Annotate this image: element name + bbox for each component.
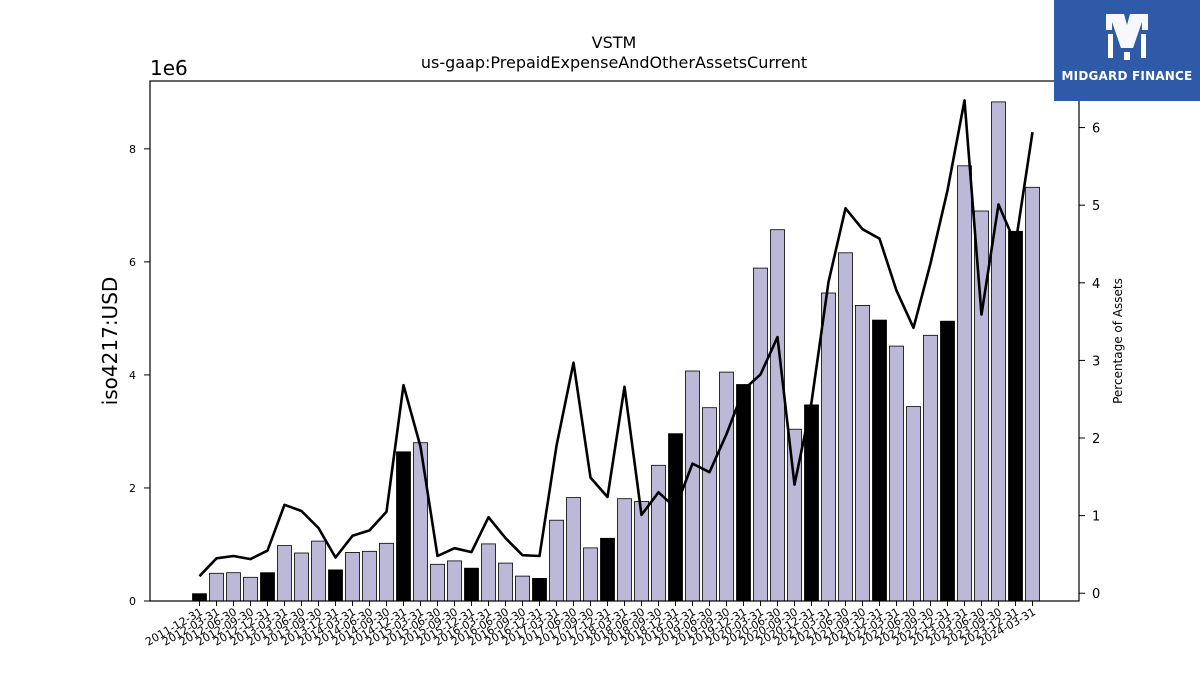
line-layer (198, 99, 1034, 578)
bar (923, 334, 938, 602)
bar (1025, 186, 1040, 602)
bar (226, 572, 241, 602)
bar (872, 319, 887, 602)
bar (192, 593, 207, 602)
bar (260, 572, 275, 602)
bar (481, 543, 496, 602)
bar (719, 371, 734, 602)
y-tick-label: 4 (129, 369, 136, 382)
bar (413, 442, 428, 602)
bar (736, 384, 751, 602)
bar (651, 464, 666, 602)
y-multiplier-label: 1e6 (150, 56, 188, 80)
bar (1008, 230, 1023, 602)
bar (549, 519, 564, 602)
bar (515, 575, 530, 602)
bar (209, 572, 224, 602)
y2-axis: 0 1 2 3 4 5 6 (1079, 122, 1100, 602)
bar (498, 562, 513, 602)
bar (685, 370, 700, 602)
bar (974, 210, 989, 602)
bar (583, 547, 598, 602)
bar (430, 563, 445, 602)
bar (294, 552, 309, 602)
bar (770, 229, 785, 602)
y-tick-label: 6 (129, 256, 136, 269)
bar (906, 406, 921, 602)
bar (532, 578, 547, 602)
bar (328, 569, 343, 602)
bar (600, 537, 615, 602)
y-tick-label: 8 (129, 143, 136, 156)
bar (991, 101, 1006, 602)
bar (855, 304, 870, 602)
bar (311, 540, 326, 602)
bar (957, 165, 972, 602)
y2-tick-label: 4 (1092, 277, 1100, 292)
bar (668, 433, 683, 602)
bar (447, 560, 462, 602)
y-axis-label: iso4217:USD (98, 277, 122, 406)
plot-frame (149, 80, 1080, 602)
series-line (198, 99, 1034, 578)
bar (634, 501, 649, 602)
y2-tick-label: 2 (1092, 432, 1100, 447)
bar (838, 252, 853, 602)
bar (804, 404, 819, 602)
y2-tick-label: 0 (1092, 587, 1100, 602)
bar (821, 292, 836, 602)
y2-tick-label: 6 (1092, 122, 1100, 137)
y2-tick-label: 1 (1092, 510, 1100, 525)
bar (940, 320, 955, 602)
y2-tick-label: 3 (1092, 354, 1100, 369)
y2-tick-label: 5 (1092, 199, 1100, 214)
bar (379, 542, 394, 602)
bar (243, 576, 258, 602)
bar (464, 567, 479, 602)
bar (277, 545, 292, 602)
bar (566, 497, 581, 602)
chart-title: VSTM (592, 33, 637, 52)
y-axis: 0 2 4 6 8 (129, 143, 150, 608)
y-tick-label: 0 (129, 595, 136, 608)
bar (396, 451, 411, 602)
logo-mark-icon (1106, 14, 1148, 60)
bars (192, 101, 1040, 602)
brand-logo: MIDGARD FINANCE (1054, 0, 1200, 101)
logo-text: MIDGARD FINANCE (1061, 69, 1193, 83)
bar (889, 345, 904, 602)
y2-axis-label: Percentage of Assets (1111, 278, 1125, 404)
bar (617, 498, 632, 602)
bar (345, 552, 360, 602)
bar (362, 550, 377, 602)
chart-subtitle: us-gaap:PrepaidExpenseAndOtherAssetsCurr… (421, 53, 807, 72)
y-tick-label: 2 (129, 482, 136, 495)
bar (753, 267, 768, 602)
x-axis: 2011-12-312012-03-312012-06-302012-09-30… (143, 601, 1038, 649)
bar (702, 407, 717, 602)
